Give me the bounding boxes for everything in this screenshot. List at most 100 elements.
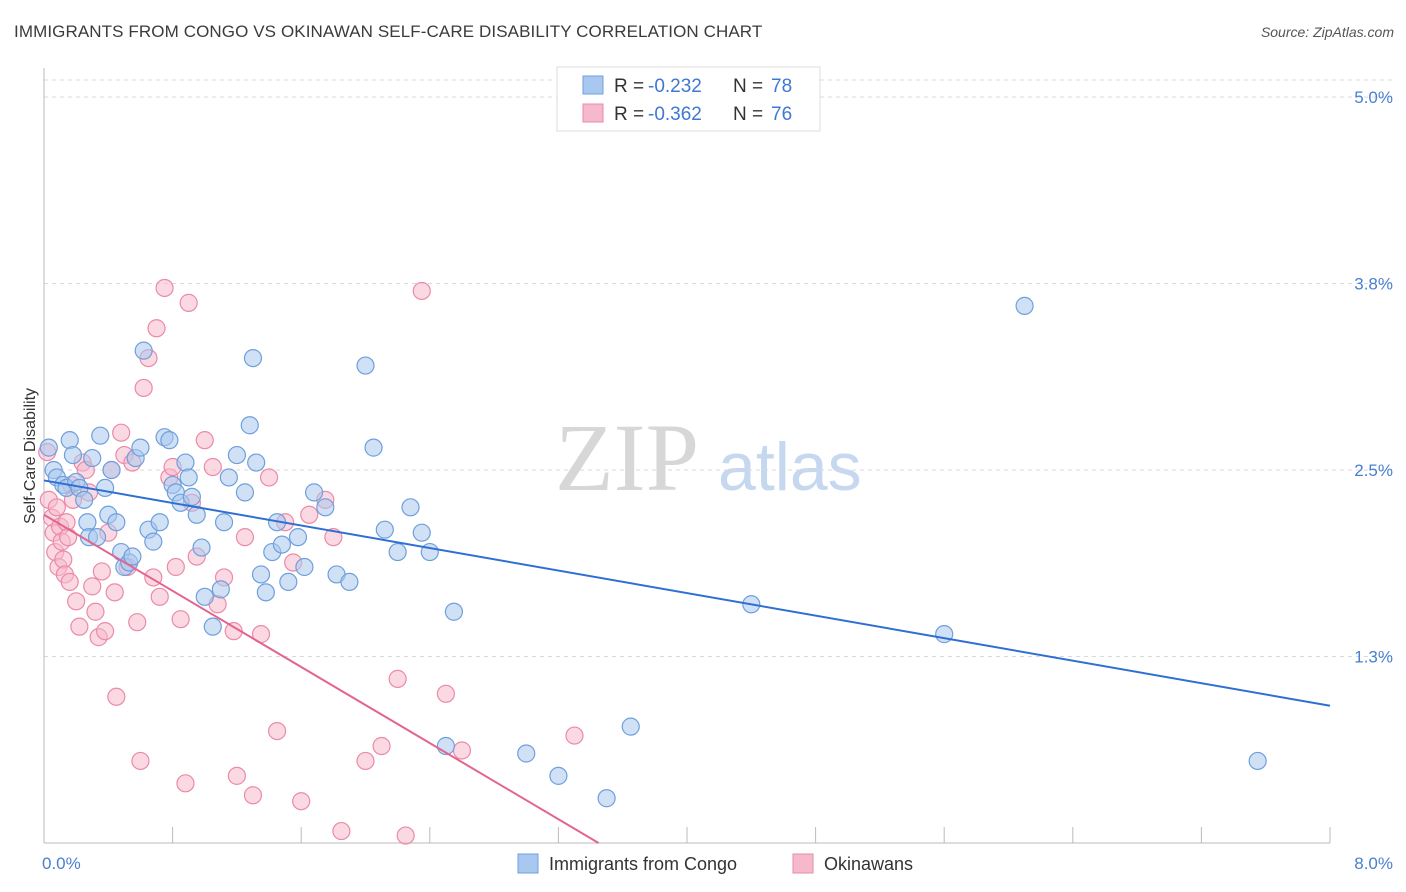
point-congo	[375, 520, 394, 539]
point-congo	[295, 557, 314, 577]
y-axis-tick-labels: 1.3% 2.5% 3.8% 5.0%	[1354, 88, 1393, 667]
point-okinawans	[176, 774, 195, 793]
point-okinawans	[452, 741, 472, 760]
point-okinawans	[150, 587, 169, 606]
point-okinawans	[92, 562, 111, 581]
point-congo	[364, 438, 383, 457]
legend-r-value-1: -0.232	[648, 76, 702, 97]
point-congo	[60, 431, 79, 450]
point-congo	[123, 547, 142, 566]
point-congo	[235, 483, 255, 502]
point-congo	[316, 498, 335, 517]
trend-line-okinawans	[43, 513, 600, 844]
point-congo	[203, 617, 222, 636]
point-congo	[288, 528, 308, 547]
point-congo	[219, 468, 238, 487]
point-congo	[214, 513, 234, 532]
legend-n-label-1: N =	[733, 76, 763, 97]
bottom-legend-swatch-congo	[517, 853, 539, 874]
point-okinawans	[300, 505, 319, 524]
point-okinawans	[147, 319, 166, 338]
legend-r-value-2: -0.362	[648, 104, 702, 125]
point-okinawans	[86, 602, 105, 621]
point-okinawans	[54, 550, 73, 569]
point-okinawans	[107, 687, 126, 706]
point-okinawans	[332, 821, 351, 841]
point-okinawans	[436, 684, 455, 703]
point-congo	[247, 453, 266, 472]
point-congo	[95, 478, 115, 498]
point-congo	[176, 453, 195, 472]
point-congo	[549, 766, 568, 785]
point-congo	[240, 416, 259, 435]
point-congo	[256, 583, 275, 602]
point-okinawans	[83, 577, 102, 596]
point-congo	[401, 498, 420, 517]
watermark: ZIP atlas	[555, 404, 862, 511]
bottom-legend-label-okinawans: Okinawans	[824, 854, 913, 874]
point-congo	[227, 445, 246, 465]
point-congo	[192, 538, 211, 557]
point-okinawans	[396, 826, 415, 845]
point-congo	[304, 483, 324, 502]
point-congo	[1248, 751, 1267, 771]
trend-lines	[43, 479, 1331, 844]
point-congo	[597, 789, 616, 808]
point-okinawans	[243, 786, 263, 805]
point-congo	[131, 438, 150, 457]
point-congo	[444, 602, 464, 621]
y-tick-label: 2.5%	[1354, 461, 1393, 480]
bottom-legend: Immigrants from Congo Okinawans	[517, 853, 913, 874]
point-congo	[517, 744, 536, 763]
point-okinawans	[412, 281, 431, 301]
point-congo	[160, 431, 179, 450]
point-congo	[272, 535, 292, 554]
legend-swatch-congo	[582, 75, 604, 95]
x-tick-label-min: 0.0%	[42, 854, 81, 873]
x-tick-label-max: 8.0%	[1354, 854, 1393, 873]
point-okinawans	[388, 669, 407, 688]
legend-n-value-1: 78	[771, 76, 792, 97]
point-congo	[1015, 296, 1034, 315]
y-tick-label: 5.0%	[1354, 88, 1393, 107]
point-congo	[83, 448, 102, 468]
point-okinawans	[259, 468, 279, 487]
point-okinawans	[134, 378, 153, 398]
point-congo	[340, 572, 359, 592]
point-okinawans	[112, 423, 131, 442]
point-congo	[63, 445, 83, 465]
point-okinawans	[59, 528, 78, 547]
point-okinawans	[356, 751, 375, 771]
point-okinawans	[70, 617, 89, 636]
legend-r-label-2: R =	[614, 104, 644, 125]
point-congo	[75, 490, 94, 509]
point-okinawans	[166, 557, 185, 577]
point-congo	[107, 513, 126, 532]
point-congo	[195, 587, 214, 606]
x-axis-ticks	[43, 827, 1331, 843]
legend-n-value-2: 76	[771, 104, 792, 125]
point-congo	[134, 341, 153, 360]
point-okinawans	[67, 592, 86, 611]
point-okinawans	[235, 528, 255, 547]
y-tick-label: 3.8%	[1354, 275, 1393, 294]
watermark-atlas: atlas	[718, 429, 862, 505]
trend-line-congo	[43, 479, 1331, 707]
point-congo	[91, 426, 110, 445]
y-tick-label: 1.3%	[1354, 648, 1393, 667]
source-label: Source: ZipAtlas.com	[1260, 24, 1394, 40]
point-okinawans	[47, 498, 66, 517]
point-okinawans	[171, 610, 190, 629]
point-congo	[39, 438, 58, 457]
legend-r-label-1: R =	[614, 76, 644, 97]
point-congo	[150, 513, 169, 532]
point-okinawans	[179, 293, 198, 312]
series-congo-points	[39, 296, 1267, 808]
point-okinawans	[203, 457, 222, 477]
bottom-legend-swatch-okinawans	[792, 853, 814, 874]
point-congo	[243, 349, 263, 368]
legend-n-label-2: N =	[733, 104, 763, 125]
point-okinawans	[195, 431, 214, 450]
point-congo	[251, 565, 271, 584]
